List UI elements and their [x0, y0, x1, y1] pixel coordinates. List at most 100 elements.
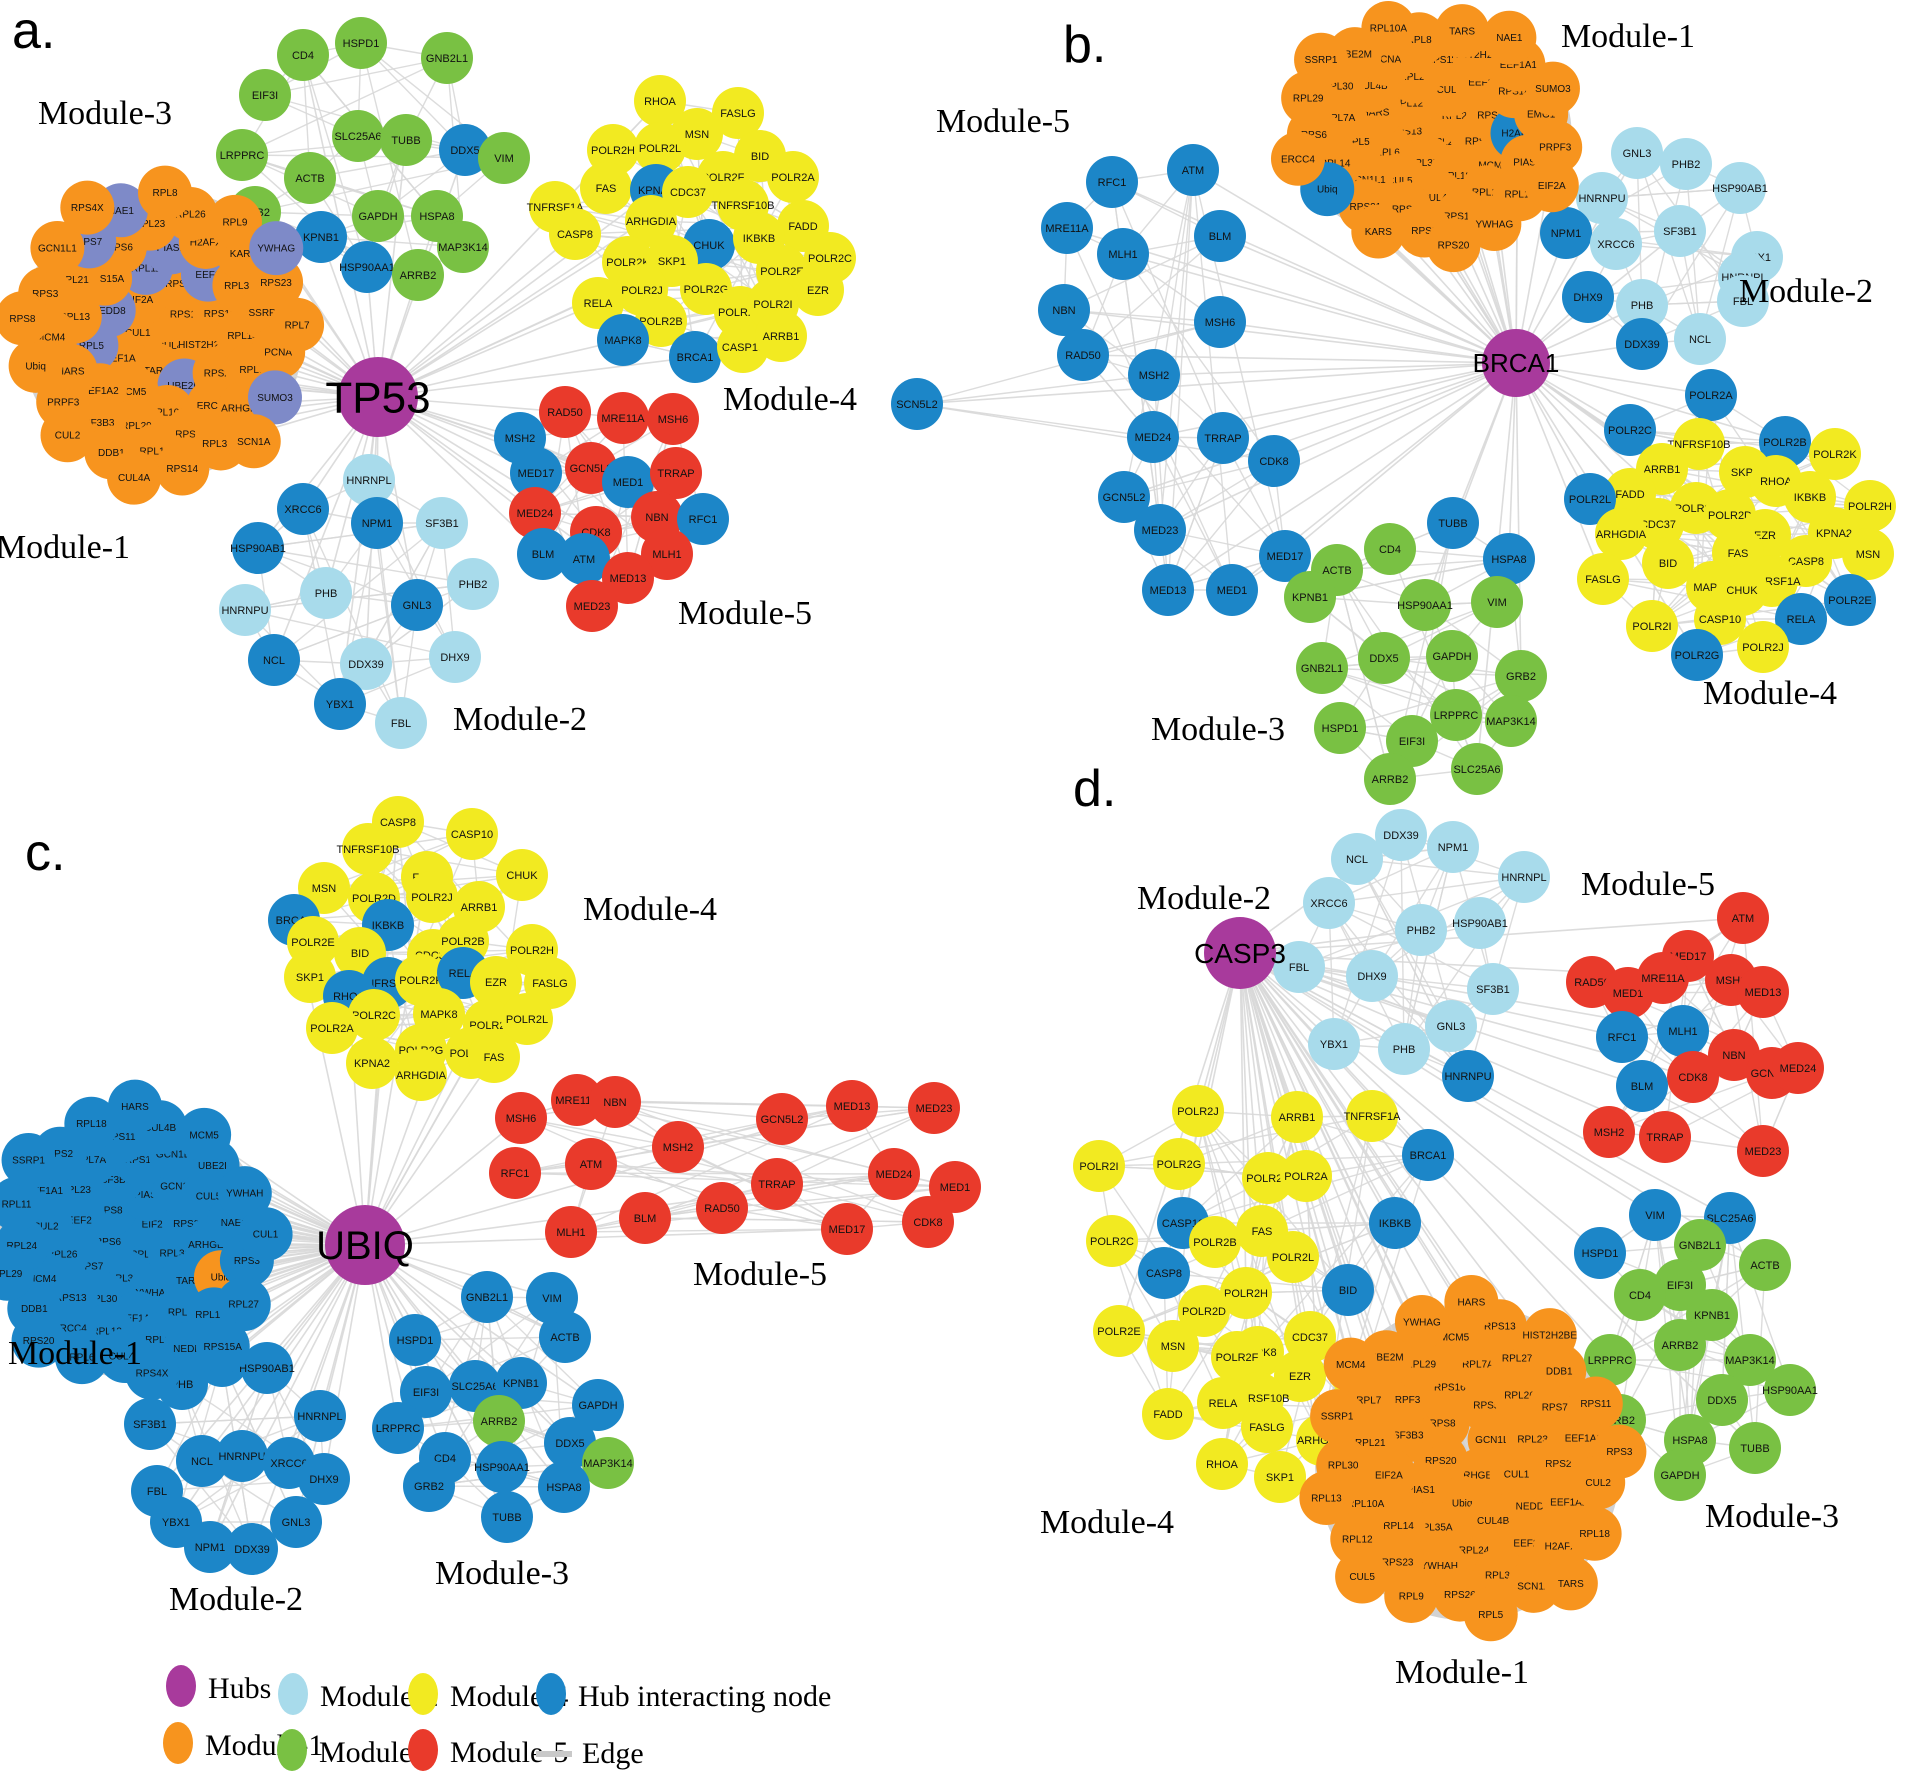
node-MED23[interactable]: MED23: [1737, 1125, 1789, 1177]
node-GCN5L2[interactable]: GCN5L2: [756, 1093, 808, 1145]
node-MCM4[interactable]: MCM4: [1323, 1337, 1378, 1392]
node-HSPD1[interactable]: HSPD1: [1314, 702, 1366, 754]
node-HSP90AB1[interactable]: HSP90AB1: [239, 1342, 295, 1394]
node-SUMO3[interactable]: SUMO3: [1525, 61, 1580, 116]
node-CASP8[interactable]: CASP8: [549, 208, 601, 260]
node-MSN[interactable]: MSN: [1842, 528, 1894, 580]
node-GCN1L1[interactable]: GCN1L1: [30, 220, 85, 275]
node-POLR2A[interactable]: POLR2A: [306, 1002, 358, 1054]
node-GAPDH[interactable]: GAPDH: [1654, 1449, 1706, 1501]
node-YWHAG[interactable]: YWHAG: [1467, 197, 1522, 252]
node-MED13[interactable]: MED13: [1737, 966, 1789, 1018]
node-RPL18[interactable]: RPL18: [1567, 1506, 1622, 1561]
node-MRE11A[interactable]: MRE11A: [1041, 202, 1093, 254]
node-MED24[interactable]: MED24: [868, 1148, 920, 1200]
node-SF3B1[interactable]: SF3B1: [1654, 205, 1706, 257]
node-CD4[interactable]: CD4: [1614, 1269, 1666, 1321]
node-NBN[interactable]: NBN: [589, 1076, 641, 1128]
node-MLH1[interactable]: MLH1: [641, 528, 693, 580]
node-CDK8[interactable]: CDK8: [1667, 1051, 1719, 1103]
node-GAPDH[interactable]: GAPDH: [572, 1379, 624, 1431]
node-RFC1[interactable]: RFC1: [1596, 1011, 1648, 1063]
node-MSN[interactable]: MSN: [1147, 1320, 1199, 1372]
node-GNB2L1[interactable]: GNB2L1: [1296, 642, 1348, 694]
node-TNFRSF10B[interactable]: TNFRSF10B: [337, 823, 400, 875]
node-POLR2A[interactable]: POLR2A: [767, 151, 819, 203]
node-HSPA8[interactable]: HSPA8: [538, 1461, 590, 1513]
node-POLR2J[interactable]: POLR2J: [1172, 1085, 1224, 1137]
node-CDK8[interactable]: CDK8: [902, 1196, 954, 1248]
node-VIM[interactable]: VIM: [1629, 1189, 1681, 1241]
node-ARRB2[interactable]: ARRB2: [1364, 753, 1416, 805]
node-MED1[interactable]: MED1: [1206, 564, 1258, 616]
node-SCN5L2[interactable]: SCN5L2: [891, 378, 943, 430]
node-HIST2H2BE[interactable]: HIST2H2BE: [1523, 1308, 1578, 1363]
node-RPS8[interactable]: RPS8: [0, 291, 50, 346]
node-CD4[interactable]: CD4: [277, 29, 329, 81]
node-POLR2A[interactable]: POLR2A: [1280, 1150, 1332, 1202]
node-RAD50[interactable]: RAD50: [539, 386, 591, 438]
node-NBN[interactable]: NBN: [1038, 284, 1090, 336]
node-HSP90AA1[interactable]: HSP90AA1: [1762, 1364, 1818, 1416]
hub-node-UBIQ[interactable]: UBIQ: [316, 1205, 414, 1285]
node-XRCC6[interactable]: XRCC6: [1590, 218, 1642, 270]
hub-node-TP53[interactable]: TP53: [325, 357, 431, 437]
node-NPM1[interactable]: NPM1: [184, 1521, 236, 1573]
hub-node-CASP3[interactable]: CASP3: [1194, 917, 1286, 989]
node-NCL[interactable]: NCL: [248, 634, 300, 686]
node-HSPD1[interactable]: HSPD1: [389, 1314, 441, 1366]
node-POLR2J[interactable]: POLR2J: [1737, 621, 1789, 673]
node-RPL13[interactable]: RPL13: [1299, 1471, 1354, 1526]
node-DDX5[interactable]: DDX5: [1696, 1374, 1748, 1426]
node-SSRP1[interactable]: SSRP1: [1294, 32, 1349, 87]
node-GAPDH[interactable]: GAPDH: [1426, 630, 1478, 682]
node-EZR[interactable]: EZR: [470, 956, 522, 1008]
node-MCM5[interactable]: MCM5: [177, 1107, 232, 1162]
node-POLR2G[interactable]: POLR2G: [1671, 629, 1723, 681]
node-ATM[interactable]: ATM: [565, 1138, 617, 1190]
node-DHX9[interactable]: DHX9: [298, 1453, 350, 1505]
node-NCL[interactable]: NCL: [1674, 313, 1726, 365]
node-TNFRSF1A[interactable]: TNFRSF1A: [1344, 1090, 1402, 1142]
node-RPL7[interactable]: RPL7: [270, 297, 325, 352]
node-PHB[interactable]: PHB: [1378, 1023, 1430, 1075]
node-FASLG[interactable]: FASLG: [1241, 1401, 1293, 1453]
node-MED1[interactable]: MED1: [929, 1161, 981, 1213]
node-YBX1[interactable]: YBX1: [314, 678, 366, 730]
node-HNRNPU[interactable]: HNRNPU: [1576, 172, 1628, 224]
node-ARRB2[interactable]: ARRB2: [473, 1395, 525, 1447]
node-MAP3K14[interactable]: MAP3K14: [582, 1437, 634, 1489]
node-MSH2[interactable]: MSH2: [1128, 349, 1180, 401]
node-MAPK8[interactable]: MAPK8: [597, 314, 649, 366]
node-ATM[interactable]: ATM: [1717, 892, 1769, 944]
node-BID[interactable]: BID: [1642, 537, 1694, 589]
node-HNRNPL[interactable]: HNRNPL: [294, 1390, 346, 1442]
node-ATM[interactable]: ATM: [1167, 144, 1219, 196]
node-GAPDH[interactable]: GAPDH: [352, 190, 404, 242]
node-RPS4X[interactable]: RPS4X: [60, 180, 115, 235]
node-FAS[interactable]: FAS: [468, 1031, 520, 1083]
node-POLR2A[interactable]: POLR2A: [1685, 369, 1737, 421]
node-MAP3K14[interactable]: MAP3K14: [1724, 1334, 1776, 1386]
node-KPNA2[interactable]: KPNA2: [346, 1037, 398, 1089]
node-MED23[interactable]: MED23: [908, 1082, 960, 1134]
node-TNFRSF10B[interactable]: TNFRSF10B: [1668, 418, 1731, 470]
node-FASLG[interactable]: FASLG: [712, 87, 764, 139]
node-XRCC6[interactable]: XRCC6: [277, 483, 329, 535]
node-POLR2E[interactable]: POLR2E: [1824, 574, 1876, 626]
node-GRB2[interactable]: GRB2: [403, 1460, 455, 1512]
node-PHB2[interactable]: PHB2: [1395, 904, 1447, 956]
node-CDC37[interactable]: CDC37: [662, 166, 714, 218]
node-POLR2D[interactable]: POLR2D: [1178, 1285, 1230, 1337]
node-POLR2K[interactable]: POLR2K: [1242, 1152, 1294, 1204]
node-MLH1[interactable]: MLH1: [545, 1206, 597, 1258]
node-HSP90AA1[interactable]: HSP90AA1: [339, 241, 395, 293]
node-BRCA1[interactable]: BRCA1: [1402, 1129, 1454, 1181]
node-RPL18[interactable]: RPL18: [64, 1096, 119, 1151]
node-POLR2B[interactable]: POLR2B: [1759, 416, 1811, 468]
node-DDX5[interactable]: DDX5: [1358, 632, 1410, 684]
node-MSH2[interactable]: MSH2: [1583, 1106, 1635, 1158]
node-TRRAP[interactable]: TRRAP: [1197, 412, 1249, 464]
node-BLM[interactable]: BLM: [1194, 210, 1246, 262]
node-GNB2L1[interactable]: GNB2L1: [1674, 1219, 1726, 1271]
